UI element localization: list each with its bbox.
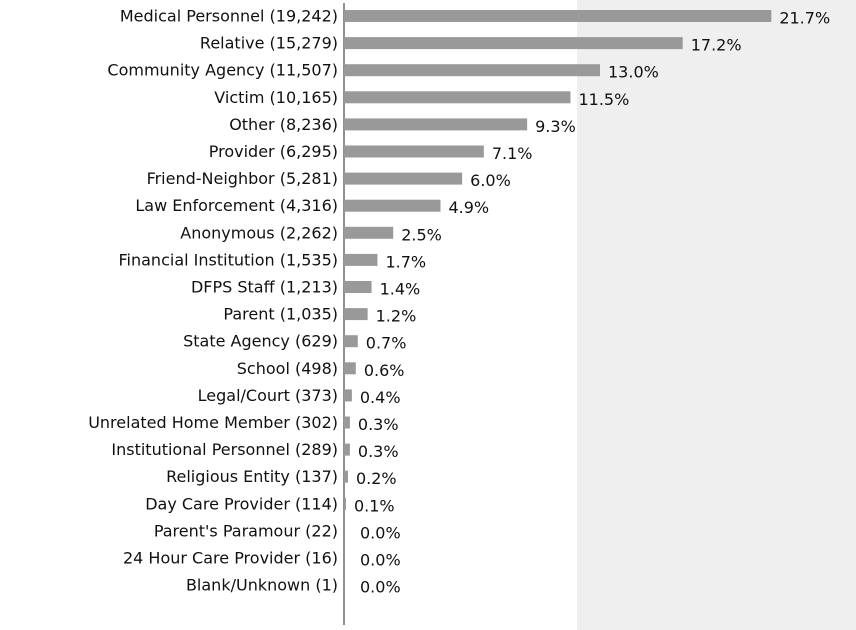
category-label: Financial Institution (1,535): [119, 250, 339, 269]
category-label: 24 Hour Care Provider (16): [123, 549, 338, 568]
value-label: 7.1%: [492, 144, 533, 163]
value-label: 1.7%: [385, 252, 426, 271]
bar: [344, 362, 356, 375]
bar: [344, 470, 348, 483]
bar: [344, 199, 441, 212]
category-label: Other (8,236): [229, 115, 338, 134]
value-label: 0.7%: [366, 334, 407, 353]
bar: [344, 118, 528, 131]
category-label: Day Care Provider (114): [145, 494, 338, 513]
value-label: 4.9%: [448, 198, 489, 217]
value-label: 9.3%: [535, 117, 576, 136]
value-label: 6.0%: [470, 171, 511, 190]
value-label: 13.0%: [608, 63, 659, 82]
category-label: Relative (15,279): [200, 34, 338, 53]
bar: [344, 10, 772, 22]
category-label: Institutional Personnel (289): [111, 440, 338, 459]
category-label: DFPS Staff (1,213): [191, 278, 338, 297]
category-label: Anonymous (2,262): [180, 223, 338, 242]
category-label: Victim (10,165): [214, 88, 338, 107]
value-label: 1.4%: [380, 280, 421, 299]
bar: [344, 281, 372, 293]
bar: [344, 443, 350, 456]
bar: [344, 389, 352, 402]
bar: [344, 91, 571, 104]
bar: [344, 64, 600, 77]
background-panel: [577, 0, 856, 630]
value-label: 0.0%: [360, 551, 401, 570]
category-label: Provider (6,295): [209, 142, 338, 161]
bar: [344, 172, 463, 185]
value-label: 0.0%: [360, 578, 401, 597]
category-label: State Agency (629): [183, 332, 338, 351]
value-label: 17.2%: [691, 36, 742, 55]
value-label: 0.3%: [358, 415, 399, 434]
bar: [344, 497, 346, 510]
value-label: 0.3%: [358, 442, 399, 461]
bar: [344, 37, 683, 50]
value-label: 0.1%: [354, 496, 395, 515]
category-label: Religious Entity (137): [166, 467, 338, 486]
value-label: 0.6%: [364, 361, 405, 380]
category-label: Blank/Unknown (1): [186, 576, 338, 595]
bar: [344, 308, 368, 321]
value-label: 11.5%: [578, 90, 629, 109]
bar: [344, 253, 378, 266]
category-label: Community Agency (11,507): [107, 61, 338, 80]
value-label: 1.2%: [376, 307, 417, 326]
value-label: 0.2%: [356, 469, 397, 488]
bar: [344, 226, 394, 239]
bar: [344, 416, 350, 429]
value-label: 2.5%: [401, 225, 442, 244]
value-label: 0.4%: [360, 388, 401, 407]
bar: [344, 335, 358, 348]
value-label: 0.0%: [360, 523, 401, 542]
category-label: Parent's Paramour (22): [154, 521, 338, 540]
category-label: Friend-Neighbor (5,281): [147, 169, 338, 188]
category-label: Medical Personnel (19,242): [120, 7, 338, 26]
category-label: Parent (1,035): [223, 305, 338, 324]
value-label: 21.7%: [779, 9, 830, 28]
category-label: School (498): [237, 359, 338, 378]
category-label: Law Enforcement (4,316): [135, 196, 338, 215]
category-label: Unrelated Home Member (302): [88, 413, 338, 432]
bar: [344, 145, 484, 158]
category-label: Legal/Court (373): [198, 386, 338, 405]
